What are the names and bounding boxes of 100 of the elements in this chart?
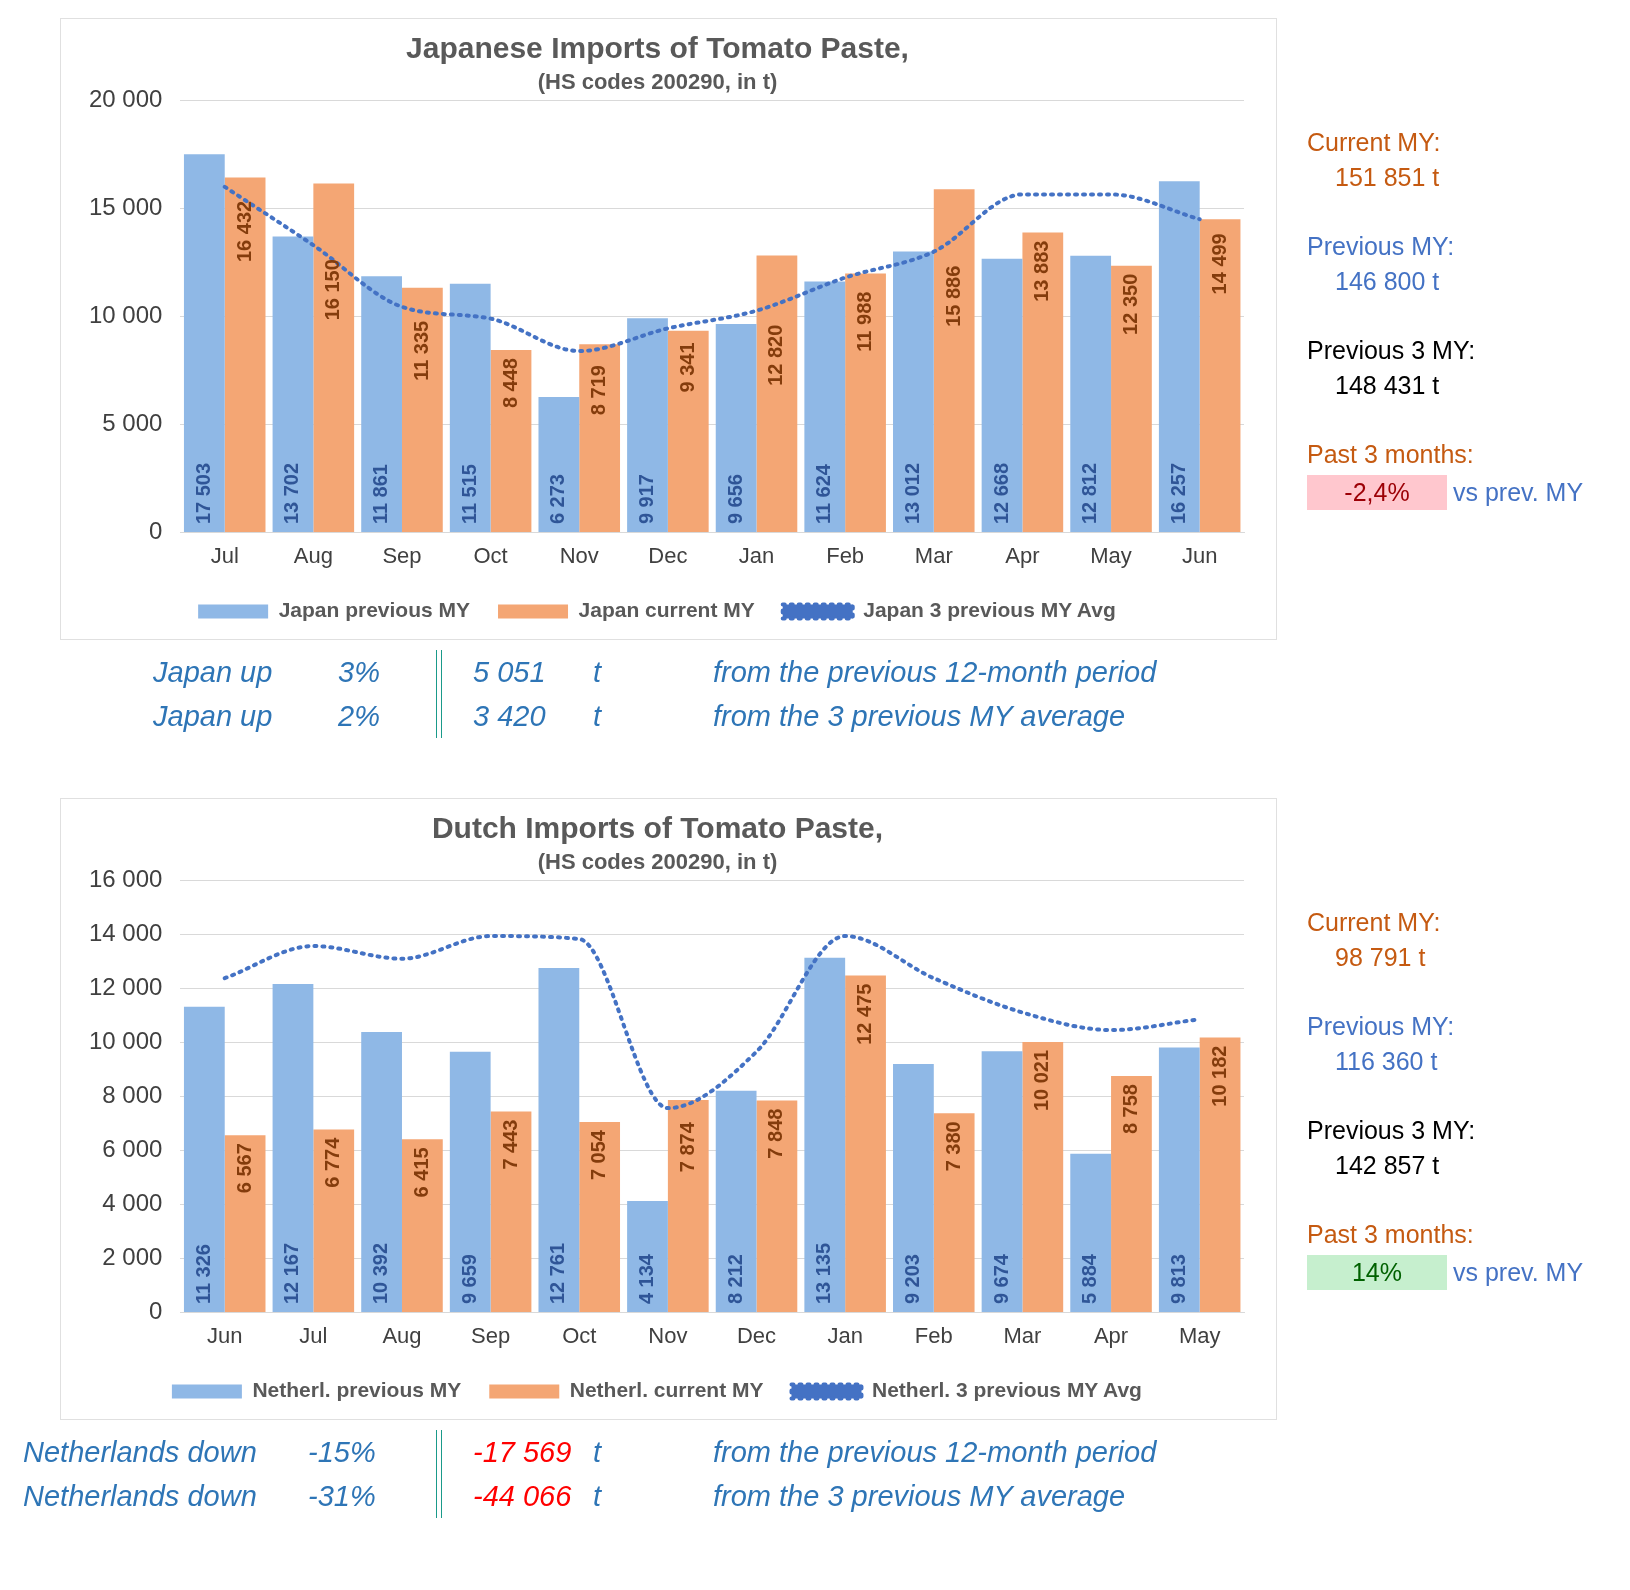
data-label: 12 475 <box>853 983 876 1045</box>
bar <box>627 318 668 533</box>
bar <box>183 1006 225 1313</box>
text: Past 3 months: <box>1307 440 1475 469</box>
bar <box>667 330 709 533</box>
x-tick-label: Aug <box>382 1322 422 1348</box>
bar <box>538 967 580 1313</box>
text: Netherlands down <box>22 1479 258 1513</box>
x-tick-label: Jul <box>299 1322 328 1348</box>
bar <box>981 258 1023 533</box>
bar <box>1199 1037 1241 1313</box>
text: Current MY: <box>1307 128 1442 157</box>
x-tick-label: May <box>1090 542 1132 568</box>
data-label: 7 874 <box>675 1121 698 1173</box>
bar <box>449 1051 491 1313</box>
bar <box>1070 255 1112 533</box>
bar <box>313 1129 355 1313</box>
y-tick-label: 4 000 <box>102 1189 163 1217</box>
bar <box>933 189 975 533</box>
data-label: 9 917 <box>635 474 658 525</box>
x-tick-label: Dec <box>648 542 688 568</box>
data-label: 10 021 <box>1030 1049 1053 1112</box>
bar <box>715 1090 757 1313</box>
bar <box>449 283 491 533</box>
text: t <box>592 655 603 689</box>
data-label: 13 135 <box>812 1242 835 1305</box>
text: t <box>592 1479 603 1513</box>
bar <box>490 350 532 533</box>
chart-title: Japanese Imports of Tomato Paste, <box>406 31 909 65</box>
y-tick-label: 10 000 <box>89 301 163 329</box>
text: Previous 3 MY: <box>1307 1116 1477 1145</box>
bar <box>490 1111 532 1313</box>
text: vs prev. MY <box>1453 1258 1584 1287</box>
y-tick-label: 15 000 <box>89 193 163 221</box>
bar <box>845 975 886 1313</box>
text: Netherlands down <box>22 1435 258 1469</box>
y-tick-label: 6 000 <box>102 1135 163 1163</box>
data-label: 9 203 <box>900 1254 923 1305</box>
bar <box>933 1113 975 1313</box>
text: t <box>592 1435 603 1469</box>
legend-label: Netherl. 3 previous MY Avg <box>871 1378 1142 1402</box>
data-label: 8 758 <box>1118 1084 1141 1135</box>
legend-label: Japan 3 previous MY Avg <box>863 598 1116 622</box>
x-tick-label: Dec <box>736 1322 777 1348</box>
text: from the 3 previous MY average <box>713 699 1126 733</box>
x-tick-label: Oct <box>562 1322 597 1348</box>
data-label: 6 774 <box>321 1136 344 1188</box>
bar <box>183 154 225 533</box>
bar <box>893 1064 934 1313</box>
bar <box>804 957 846 1313</box>
bar <box>313 183 355 533</box>
y-tick-label: 8 000 <box>102 1081 163 1109</box>
data-label: 17 503 <box>191 462 214 525</box>
y-tick-label: 0 <box>149 517 163 545</box>
bar <box>401 1139 443 1313</box>
text: 14% <box>1307 1255 1447 1290</box>
bar <box>272 983 314 1313</box>
bar <box>1111 265 1152 533</box>
data-label: 8 719 <box>587 365 610 416</box>
legend-label: Japan current MY <box>578 598 755 622</box>
text: 2% <box>337 699 381 733</box>
text: -44 066 <box>472 1479 573 1513</box>
y-tick-label: 16 000 <box>89 865 163 893</box>
x-tick-label: Jun <box>1181 542 1218 568</box>
legend-label: Netherl. current MY <box>569 1378 764 1402</box>
bar <box>538 397 580 533</box>
text: 151 851 t <box>1335 163 1441 192</box>
x-tick-label: Sep <box>382 542 422 568</box>
text: Previous MY: <box>1307 1012 1456 1041</box>
data-label: 6 273 <box>546 474 569 525</box>
data-label: 13 883 <box>1030 240 1053 302</box>
bar <box>845 273 886 533</box>
data-label: 6 567 <box>232 1143 255 1194</box>
data-label: 8 448 <box>498 358 521 409</box>
data-label: 15 886 <box>941 265 964 327</box>
x-tick-label: Aug <box>293 542 333 568</box>
x-tick-label: Apr <box>1093 1322 1129 1348</box>
x-tick-label: Jul <box>210 542 239 568</box>
x-tick-label: Jan <box>738 542 775 568</box>
bar <box>1111 1076 1152 1313</box>
text: -17 569 <box>472 1435 573 1469</box>
x-tick-label: Feb <box>914 1322 953 1348</box>
y-tick-label: 14 000 <box>89 919 163 947</box>
data-label: 11 335 <box>409 320 432 381</box>
bar <box>981 1051 1023 1313</box>
text: Current MY: <box>1307 908 1442 937</box>
chart-subtitle: (HS codes 200290, in t) <box>537 849 778 875</box>
data-label: 7 054 <box>587 1129 610 1181</box>
x-tick-label: Apr <box>1005 542 1040 568</box>
x-tick-label: Sep <box>471 1322 511 1348</box>
text: Previous 3 MY: <box>1307 336 1477 365</box>
text: 116 360 t <box>1335 1047 1439 1076</box>
bar <box>1070 1153 1112 1313</box>
data-label: 7 848 <box>764 1108 787 1159</box>
data-label: 12 812 <box>1078 462 1101 525</box>
text: 3% <box>337 655 381 689</box>
data-label: 9 341 <box>675 342 698 393</box>
y-tick-label: 20 000 <box>89 85 163 113</box>
bar <box>1158 1047 1200 1313</box>
legend-label: Japan previous MY <box>278 598 471 622</box>
